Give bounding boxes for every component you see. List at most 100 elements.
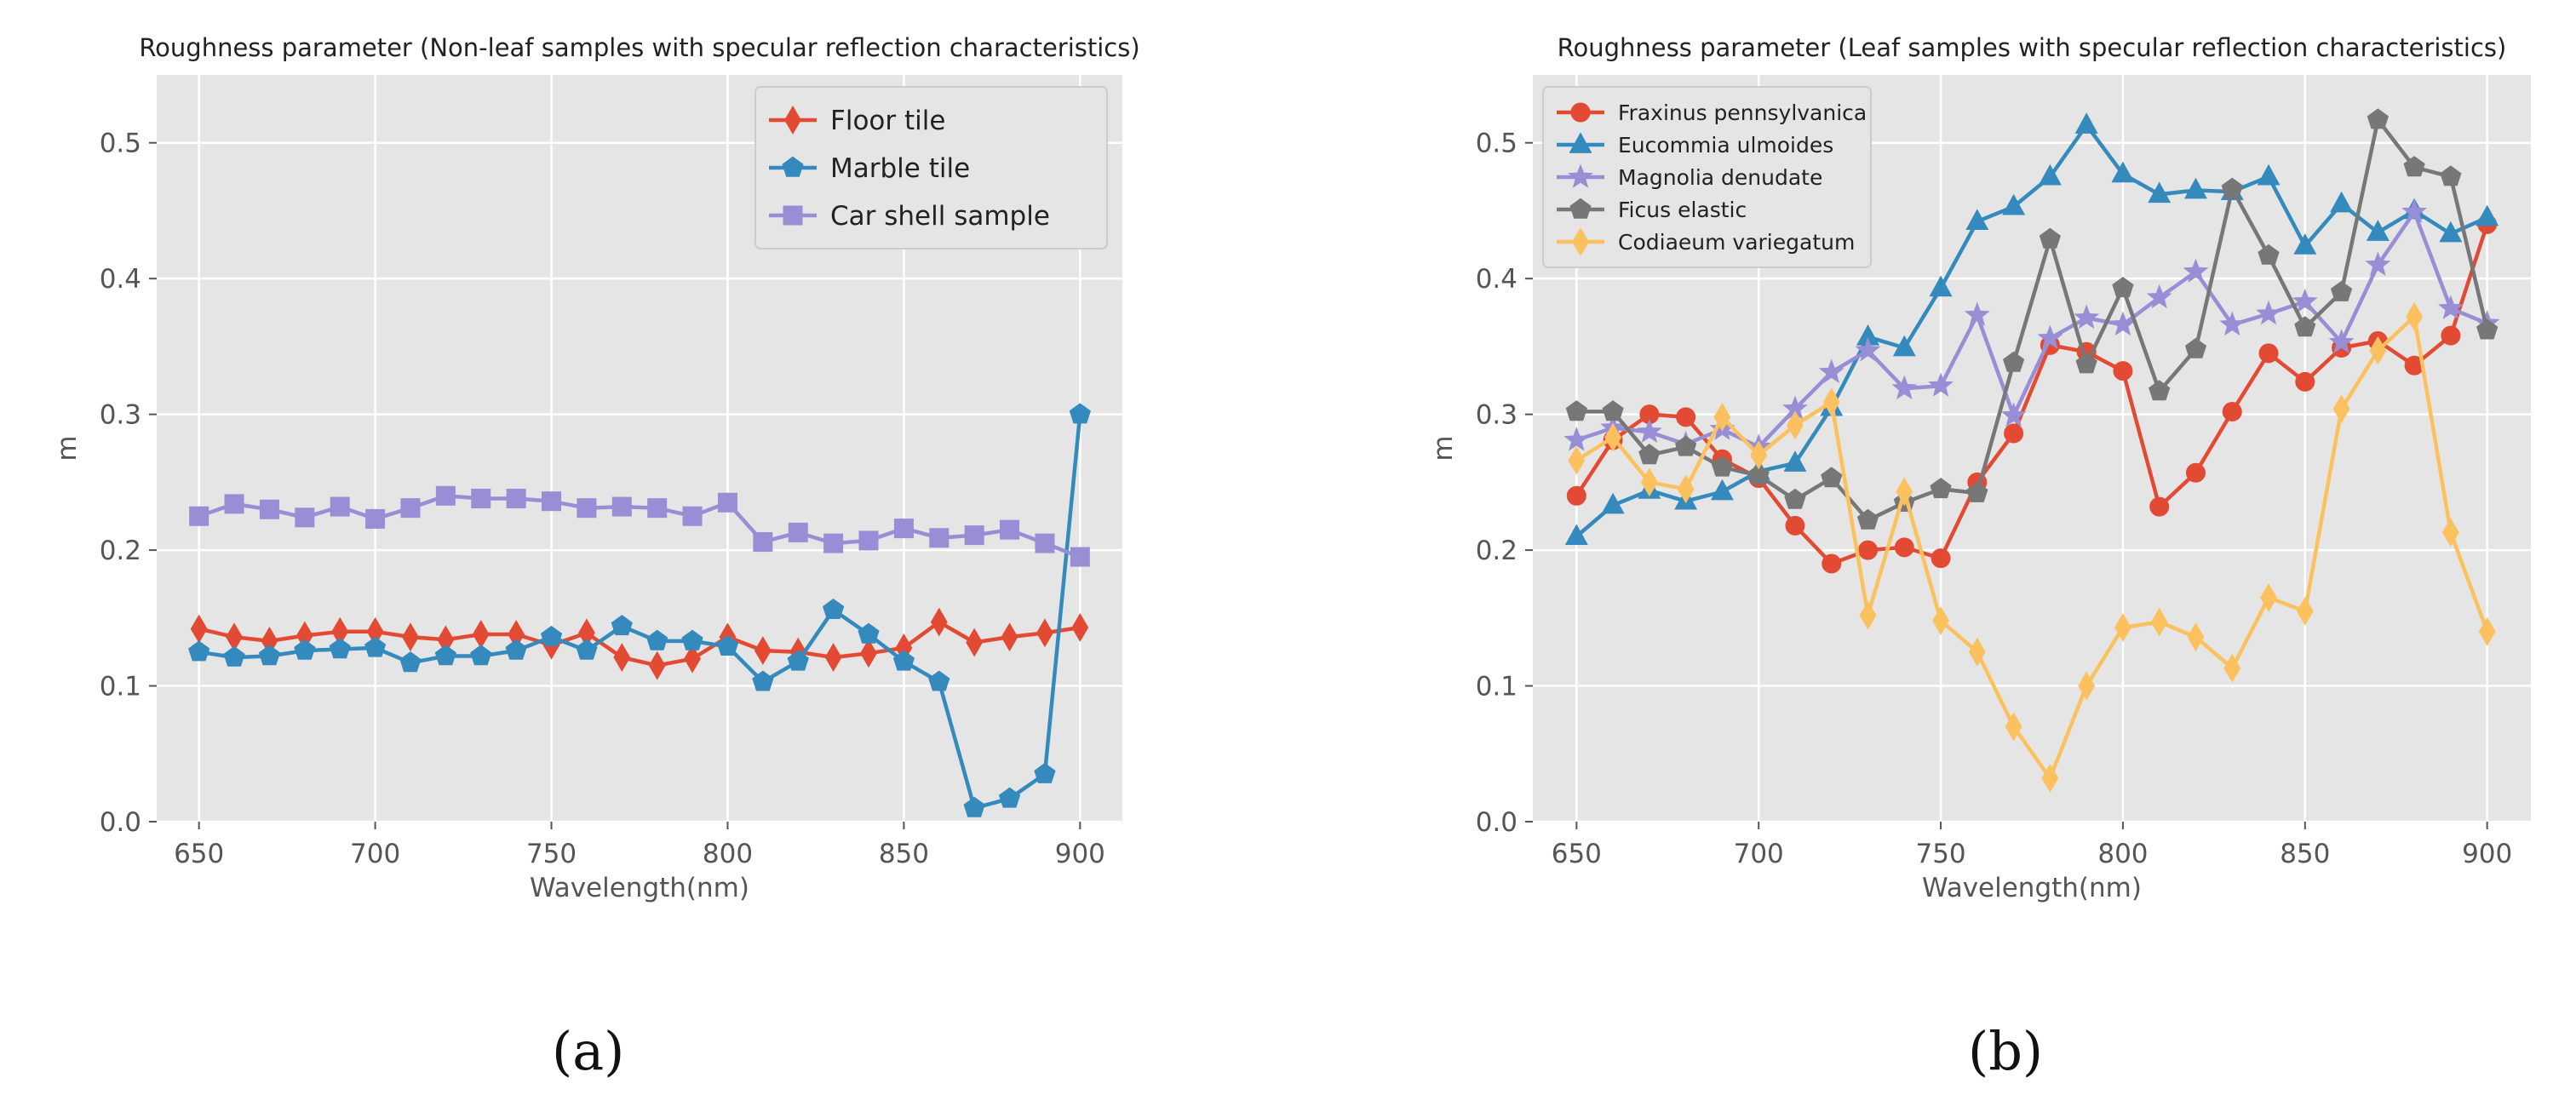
data-point <box>2146 284 2172 309</box>
legend: Floor tile Marble tile Car shell sample <box>754 86 1108 249</box>
legend-label: Marble tile <box>830 153 970 184</box>
legend-label: Floor tile <box>830 106 945 136</box>
data-point <box>2000 402 2027 427</box>
data-point <box>1711 456 1734 477</box>
data-point <box>2005 712 2022 742</box>
data-point <box>716 635 739 656</box>
data-point <box>2074 304 2100 330</box>
series-ficus-elastic <box>1565 108 2499 530</box>
data-point <box>258 645 281 666</box>
data-point <box>2185 462 2206 483</box>
data-point <box>2002 193 2026 215</box>
legend-marker <box>1572 227 1589 256</box>
data-point <box>964 525 984 546</box>
data-point <box>2260 582 2277 612</box>
data-point <box>1563 427 1590 451</box>
data-point <box>2294 316 2316 337</box>
legend-label: Codiaeum variegatum <box>1618 230 1855 255</box>
data-point <box>2330 280 2353 301</box>
data-point <box>1638 444 1661 465</box>
data-point <box>966 628 984 657</box>
data-point <box>189 506 209 526</box>
legend-label: Car shell sample <box>830 201 1050 232</box>
data-point <box>577 498 597 519</box>
data-point <box>2367 108 2389 129</box>
tick-label-y: 0.3 <box>1476 400 1517 431</box>
tick-label-x: 700 <box>350 839 400 869</box>
data-point <box>1894 537 1914 558</box>
data-point <box>717 492 737 513</box>
data-point <box>1747 464 1770 485</box>
data-point <box>2292 288 2318 313</box>
data-point <box>2365 251 2391 276</box>
x-axis-label: Wavelength(nm) <box>530 873 749 903</box>
legend-box <box>754 86 1108 249</box>
data-point <box>2149 496 2170 517</box>
data-point <box>1931 548 1951 569</box>
data-point <box>1821 467 1843 488</box>
data-point <box>998 787 1021 808</box>
data-point <box>1713 402 1731 432</box>
data-point <box>1818 358 1845 383</box>
tick-label-x: 900 <box>2462 839 2512 869</box>
data-point <box>1036 618 1053 648</box>
legend: Fraxinus pennsylvanica Eucommia ulmoides M… <box>1542 86 1872 268</box>
data-point <box>1858 540 1879 560</box>
data-point <box>224 494 244 514</box>
data-point <box>2222 401 2242 421</box>
data-point <box>2403 156 2425 177</box>
tick-label-y: 0.4 <box>1476 264 1517 295</box>
chart-title: Roughness parameter (Non-leaf samples wi… <box>139 33 1139 62</box>
data-point <box>1855 336 1881 362</box>
legend-label: Fraxinus pennsylvanica <box>1618 100 1867 125</box>
caption-b: (b) <box>1968 1020 2044 1082</box>
data-point <box>2078 671 2096 701</box>
data-point <box>1750 440 1768 470</box>
legend-box <box>1542 86 1872 268</box>
data-point <box>1601 492 1625 514</box>
data-point <box>1783 450 1807 472</box>
legend-marker <box>1570 102 1591 123</box>
legend-label: Magnolia denudate <box>1618 165 1822 190</box>
data-point <box>1677 474 1695 504</box>
series-marble-tile <box>188 403 1091 817</box>
data-point <box>2041 764 2059 793</box>
legend-item: Car shell sample <box>769 201 1050 232</box>
data-point <box>2401 198 2428 223</box>
data-point <box>2111 161 2135 183</box>
chart-b: 0.0 0.1 0.2 0.3 0.4 0.5 650 700 750 800 850 900 Roug… <box>1428 33 2531 903</box>
data-point <box>892 650 915 671</box>
data-point <box>223 645 245 667</box>
data-point <box>963 796 985 817</box>
data-point <box>1785 515 1805 536</box>
legend-label: Ficus elastic <box>1618 198 1747 222</box>
legend-marker <box>782 156 804 177</box>
tick-label-y: 0.4 <box>100 264 141 295</box>
data-point <box>1896 477 1913 507</box>
data-point <box>330 496 350 517</box>
data-point <box>2332 394 2350 424</box>
legend-item: Fraxinus pennsylvanica <box>1557 100 1867 125</box>
data-point <box>1640 467 1658 497</box>
tick-label-y: 0.0 <box>1476 807 1517 838</box>
data-point <box>1932 606 1949 635</box>
tick-label-x: 850 <box>2280 839 2330 869</box>
data-point <box>2328 329 2355 353</box>
data-point <box>1964 301 1990 326</box>
data-point <box>1069 403 1091 424</box>
data-point <box>1710 479 1734 501</box>
data-point <box>2004 423 2024 444</box>
tick-label-x: 850 <box>879 839 929 869</box>
data-point <box>1035 533 1055 553</box>
data-point <box>295 507 315 528</box>
data-point <box>188 640 210 662</box>
data-point <box>2150 607 2168 637</box>
data-point <box>1034 762 1056 783</box>
data-point <box>787 650 809 671</box>
y-axis-label: m <box>52 435 83 461</box>
tick-label-y: 0.1 <box>1476 672 1517 702</box>
legend-item: Floor tile <box>769 106 945 136</box>
data-point <box>2223 653 2241 683</box>
legend-marker <box>1568 163 1593 188</box>
